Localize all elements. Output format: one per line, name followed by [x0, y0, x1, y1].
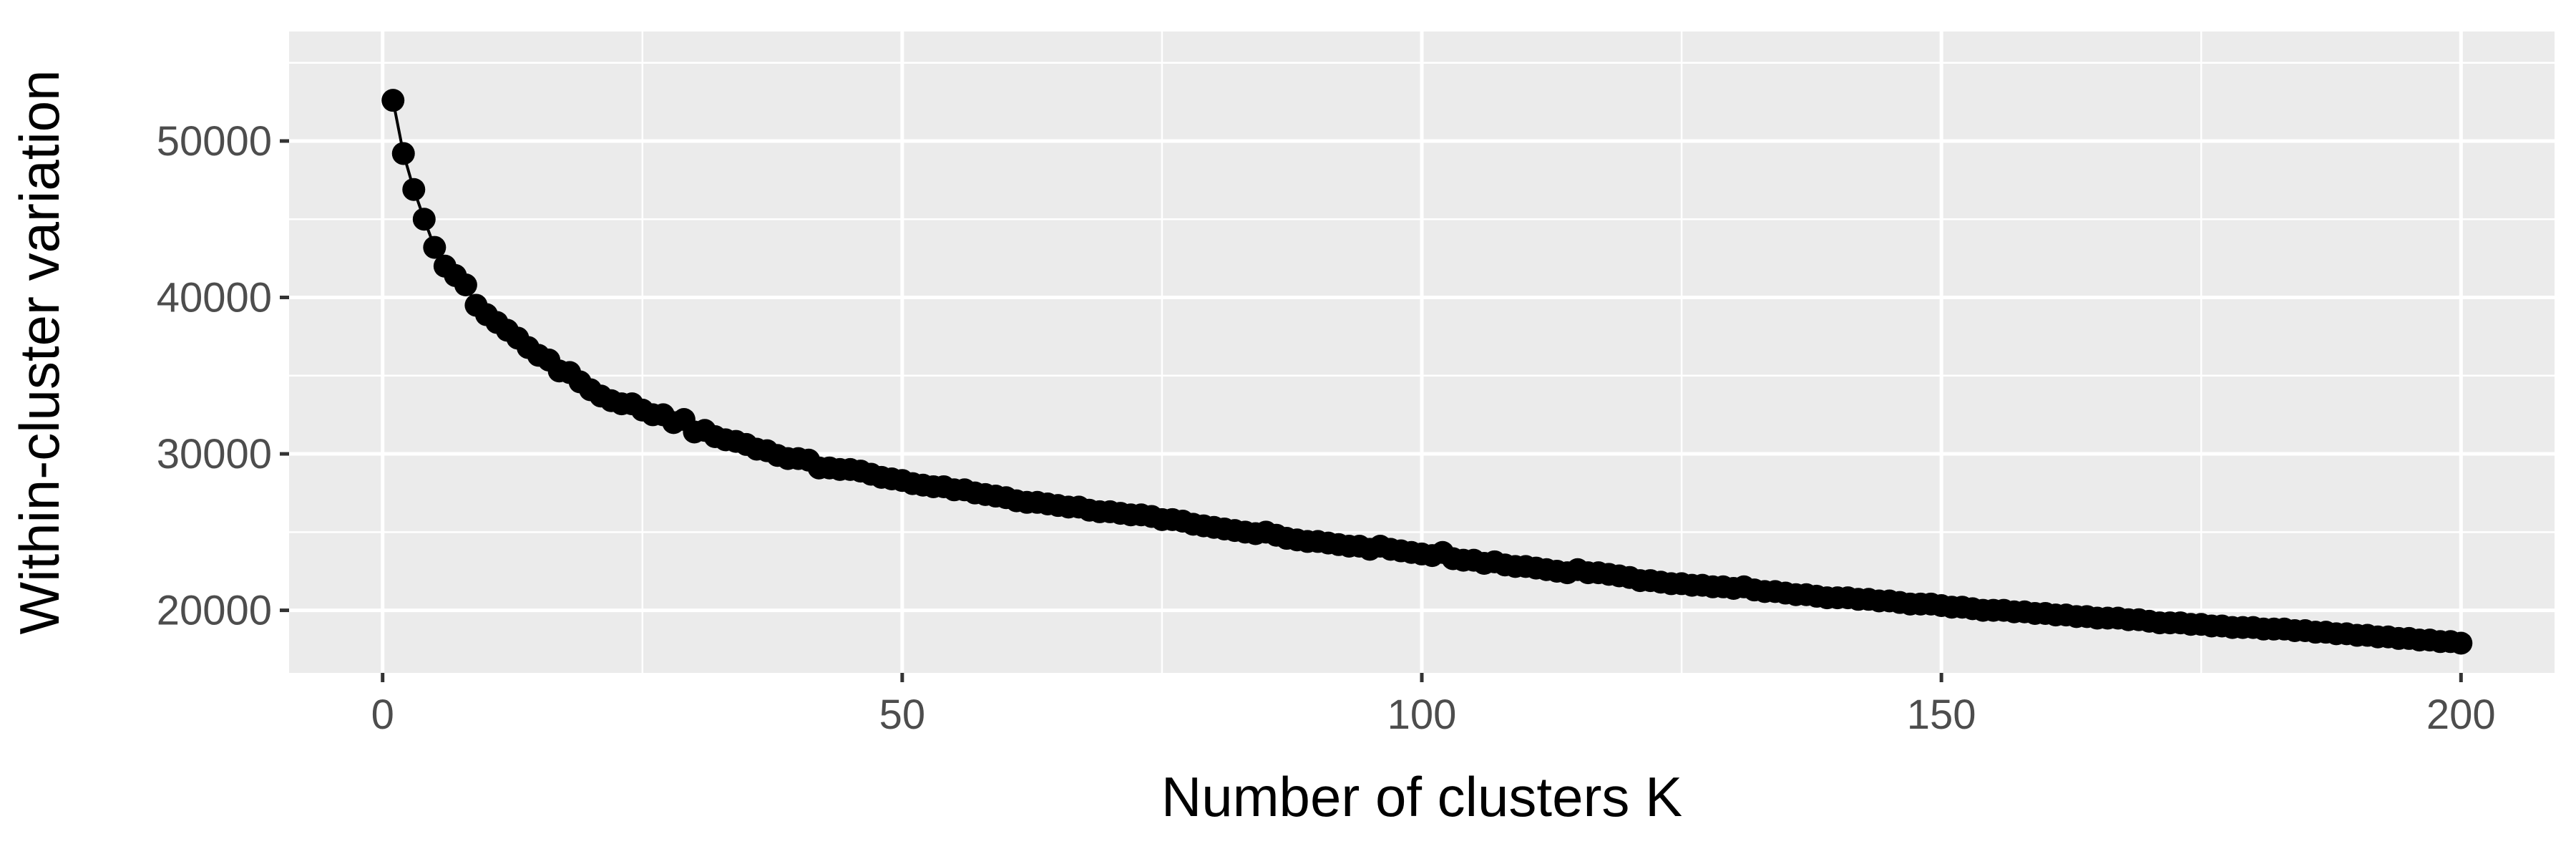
y-axis-title: Within-cluster variation — [8, 70, 71, 635]
data-point — [402, 178, 426, 201]
major-gridlines — [289, 31, 2555, 673]
data-point — [454, 273, 477, 297]
x-tick-label: 50 — [879, 691, 926, 738]
x-tick-label: 100 — [1387, 691, 1457, 738]
data-point — [391, 142, 415, 165]
x-tick-label: 0 — [371, 691, 394, 738]
y-tick-label: 40000 — [157, 275, 272, 321]
y-axis-ticks: 20000 30000 40000 50000 — [157, 118, 289, 634]
data-point — [381, 89, 405, 112]
series-within-cluster-variation — [381, 89, 2473, 655]
y-tick-label: 30000 — [157, 431, 272, 477]
data-point — [2449, 631, 2473, 655]
data-point — [423, 236, 447, 259]
x-tick-label: 200 — [2426, 691, 2496, 738]
data-point — [412, 208, 436, 231]
y-tick-label: 20000 — [157, 588, 272, 634]
x-tick-label: 150 — [1907, 691, 1976, 738]
x-axis-title: Number of clusters K — [1161, 765, 1682, 828]
x-axis-ticks: 0 50 100 150 200 — [371, 673, 2496, 738]
y-tick-label: 50000 — [157, 118, 272, 165]
